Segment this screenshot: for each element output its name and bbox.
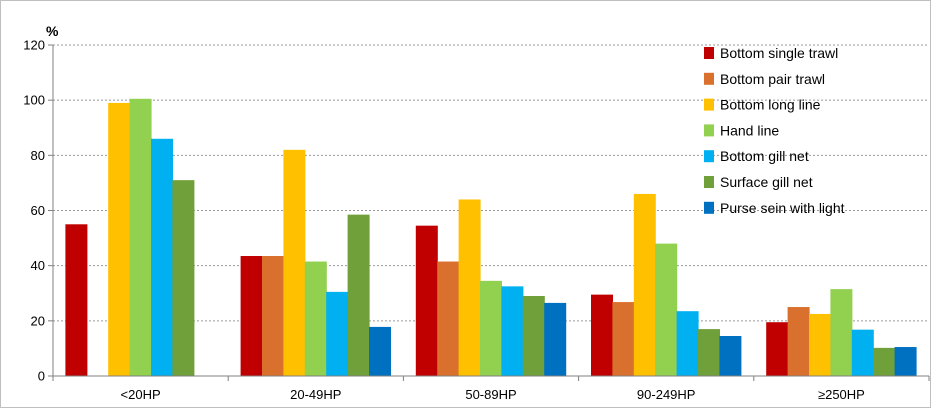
bar — [480, 280, 502, 376]
y-tick-label: 60 — [31, 203, 45, 218]
bar — [65, 224, 88, 376]
x-tick-label: <20HP — [121, 387, 161, 402]
bar — [172, 180, 195, 376]
legend-swatch — [704, 47, 714, 59]
x-tick-label: 90-249HP — [637, 387, 696, 402]
x-tick-label: ≥250HP — [818, 387, 865, 402]
bar — [851, 329, 874, 376]
bar — [809, 313, 831, 376]
bar — [830, 289, 853, 376]
bar — [369, 326, 391, 376]
bar — [591, 294, 613, 376]
x-tick-label: 50-89HP — [465, 387, 516, 402]
y-tick-label: 20 — [31, 313, 45, 328]
bar — [437, 261, 460, 376]
legend-swatch — [704, 124, 714, 137]
y-tick-label: 120 — [23, 38, 45, 53]
legend-label: Bottom gill net — [720, 148, 809, 164]
legend-swatch — [704, 201, 714, 214]
legend-label: Bottom pair trawl — [720, 71, 825, 87]
bar — [766, 322, 789, 376]
bar — [894, 347, 917, 376]
bar — [698, 329, 720, 376]
legend-label: Purse sein with light — [720, 200, 845, 216]
bar — [544, 302, 567, 376]
bar — [262, 256, 284, 376]
bar — [347, 214, 370, 376]
bar — [326, 291, 349, 376]
bar — [151, 138, 173, 376]
legend-label: Surface gill net — [720, 174, 813, 190]
bar — [787, 307, 810, 376]
y-tick-label: 100 — [23, 93, 45, 108]
bar — [304, 261, 327, 376]
legend-label: Bottom long line — [720, 97, 821, 113]
legend-swatch — [704, 150, 714, 163]
y-tick-label: 0 — [38, 369, 45, 384]
legend-label: Hand line — [720, 122, 779, 138]
bar — [415, 225, 438, 376]
bars — [65, 98, 917, 377]
bar — [458, 199, 481, 376]
bar — [612, 302, 635, 376]
legend-label: Bottom single trawl — [720, 45, 838, 61]
bar — [633, 193, 656, 376]
bar — [501, 286, 524, 376]
y-tick-label: 80 — [31, 148, 45, 163]
legend-swatch — [704, 98, 714, 111]
bar — [676, 311, 699, 376]
bar — [108, 102, 131, 377]
axes: 0 20 40 60 80 100 120 <20HP 20-49HP 50-89HP 90-249… — [23, 38, 930, 402]
bar — [129, 98, 152, 376]
y-tick-label: 40 — [31, 258, 45, 273]
bar — [283, 149, 306, 376]
y-axis-unit-label: % — [46, 23, 59, 39]
legend: Bottom single trawl Bottom pair trawl Bott… — [704, 45, 845, 216]
bar — [522, 296, 545, 376]
bar — [873, 347, 896, 376]
bar — [655, 243, 678, 376]
bar — [719, 336, 742, 376]
x-tick-label: 20-49HP — [290, 387, 341, 402]
legend-swatch — [704, 72, 714, 85]
legend-swatch — [704, 176, 714, 188]
bar — [240, 256, 263, 376]
